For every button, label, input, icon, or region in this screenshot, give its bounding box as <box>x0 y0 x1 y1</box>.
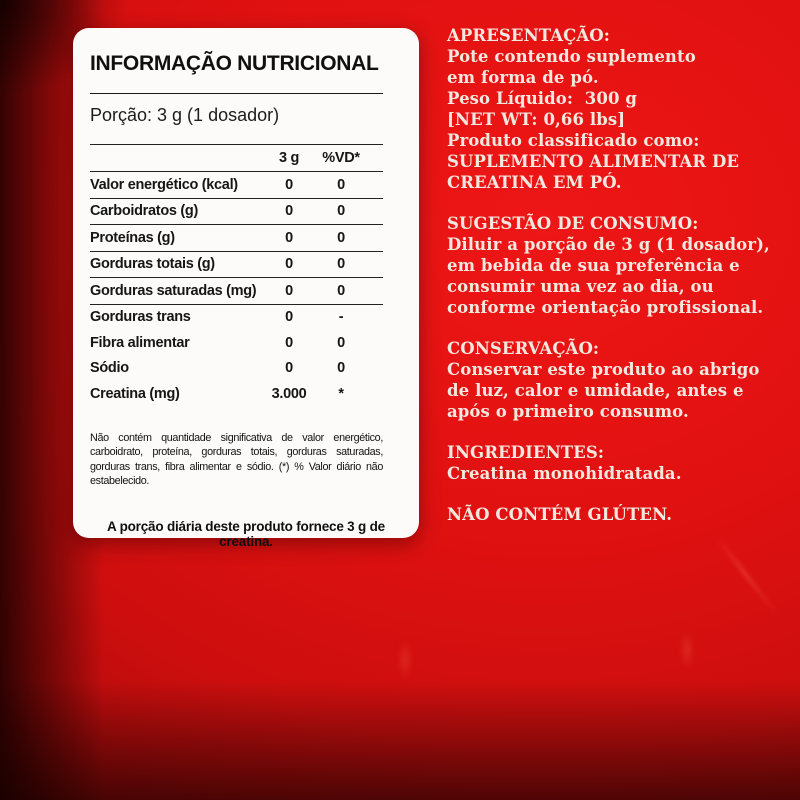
nutrient-dv: 0 <box>337 176 345 193</box>
light-streak-reflection <box>716 537 780 618</box>
nutrient-label: Fibra alimentar <box>90 334 190 351</box>
section-heading: APRESENTAÇÃO: <box>447 26 610 45</box>
info-line: CREATINA EM PÓ. <box>447 173 622 192</box>
nutrient-dv: 0 <box>337 360 345 377</box>
nutrient-label: Proteínas (g) <box>90 229 175 246</box>
nutrient-label: Valor energético (kcal) <box>90 176 238 193</box>
nutrient-dv: 0 <box>337 256 345 273</box>
section-heading: CONSERVAÇÃO: <box>447 339 600 358</box>
section-heading: INGREDIENTES: <box>447 443 605 462</box>
table-row: Sódio 0 0 <box>90 356 383 382</box>
table-row: Gorduras totais (g) 0 0 <box>90 252 383 278</box>
info-line: em forma de pó. <box>447 68 599 87</box>
nutrition-facts-panel: INFORMAÇÃO NUTRICIONAL Porção: 3 g (1 do… <box>73 28 419 549</box>
table-row: Fibra alimentar 0 0 <box>90 330 383 356</box>
table-row: Carboidratos (g) 0 0 <box>90 199 383 225</box>
light-smudge <box>398 640 412 680</box>
table-row: Valor energético (kcal) 0 0 <box>90 172 383 199</box>
column-header-amount: 3 g <box>278 150 300 166</box>
table-row: Gorduras saturadas (mg) 0 0 <box>90 278 383 305</box>
divider <box>90 93 383 94</box>
info-line: Diluir a porção de 3 g (1 dosador), <box>447 235 770 254</box>
divider <box>90 144 383 145</box>
nutrient-amount: 0 <box>285 360 293 377</box>
section-heading: SUGESTÃO DE CONSUMO: <box>447 214 699 233</box>
info-line: Pote contendo suplemento <box>447 47 696 66</box>
info-line: Creatina monohidratada. <box>447 464 682 483</box>
nutrient-amount: 0 <box>285 176 293 193</box>
section-gluten-free: NÃO CONTÉM GLÚTEN. <box>447 504 782 525</box>
info-line: Peso Líquido: 300 g <box>447 89 638 108</box>
nutrient-label: Carboidratos (g) <box>90 203 198 220</box>
info-line: conforme orientação profissional. <box>447 298 764 317</box>
info-line: Conservar este produto ao abrigo <box>447 360 760 379</box>
info-line: consumir uma vez ao dia, ou <box>447 277 714 296</box>
nutrient-amount: 0 <box>285 256 293 273</box>
nutrient-dv: 0 <box>337 229 345 246</box>
section-apresentacao: APRESENTAÇÃO: Pote contendo suplemento e… <box>447 25 782 193</box>
light-smudge <box>680 630 694 670</box>
nutrient-amount: 0 <box>285 203 293 220</box>
nutrient-label: Gorduras saturadas (mg) <box>90 282 257 299</box>
table-row: Proteínas (g) 0 0 <box>90 225 383 252</box>
nutrition-table: 3 g %VD* Valor energético (kcal) 0 0 Car… <box>90 145 383 407</box>
product-info-panel: APRESENTAÇÃO: Pote contendo suplemento e… <box>447 25 782 525</box>
nutrient-dv: 0 <box>337 282 345 299</box>
column-header-dv: %VD* <box>322 150 360 166</box>
nutrient-dv: 0 <box>337 334 345 351</box>
info-line: [NET WT: 0,66 lbs] <box>447 110 626 129</box>
table-row: Creatina (mg) 3.000 * <box>90 381 383 407</box>
nutrient-amount: 0 <box>285 334 293 351</box>
nutrient-label: Sódio <box>90 360 129 377</box>
nutrient-label: Gorduras trans <box>90 309 191 326</box>
nutrient-label: Creatina (mg) <box>90 385 180 402</box>
section-heading: NÃO CONTÉM GLÚTEN. <box>447 505 673 524</box>
info-line: SUPLEMENTO ALIMENTAR DE <box>447 152 740 171</box>
nutrient-label: Gorduras totais (g) <box>90 256 215 273</box>
section-conservacao: CONSERVAÇÃO: Conservar este produto ao a… <box>447 338 782 422</box>
nutrient-dv: - <box>338 309 344 326</box>
info-line: após o primeiro consumo. <box>447 402 689 421</box>
nutrient-amount: 0 <box>285 229 293 246</box>
nutrition-panel-title: INFORMAÇÃO NUTRICIONAL <box>90 52 379 75</box>
info-line: em bebida de sua preferência e <box>447 256 740 275</box>
table-row: Gorduras trans 0 - <box>90 305 383 331</box>
nutrient-amount: 0 <box>285 309 293 326</box>
section-ingredientes: INGREDIENTES: Creatina monohidratada. <box>447 442 782 484</box>
info-line: de luz, calor e umidade, antes e <box>447 381 744 400</box>
nutrient-amount: 0 <box>285 282 293 299</box>
nutrient-dv: 0 <box>337 203 345 220</box>
serving-size: Porção: 3 g (1 dosador) <box>90 105 280 125</box>
daily-value-footnote: Não contém quantidade significativa de v… <box>90 431 383 488</box>
nutrient-amount: 3.000 <box>271 385 307 402</box>
nutrition-table-header: 3 g %VD* <box>90 145 383 172</box>
section-sugestao-de-consumo: SUGESTÃO DE CONSUMO: Diluir a porção de … <box>447 213 782 318</box>
nutrient-dv: * <box>338 385 344 402</box>
creatine-daily-note: A porção diária deste produto fornece 3 … <box>106 518 385 549</box>
info-line: Produto classificado como: <box>447 131 700 150</box>
